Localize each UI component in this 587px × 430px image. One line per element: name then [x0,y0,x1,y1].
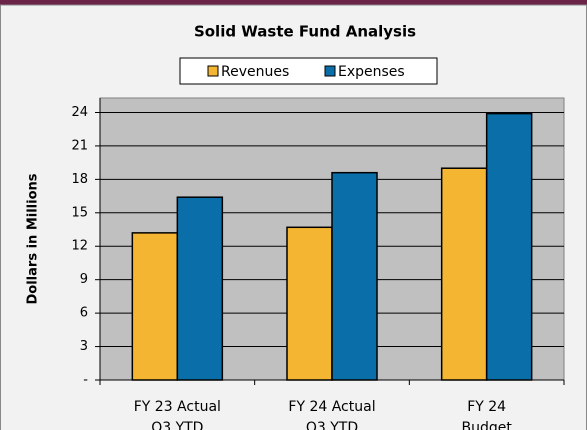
y-tick-label: 3 [80,339,88,354]
y-tick-label: 24 [71,105,88,120]
legend-label: Revenues [221,64,289,80]
y-tick-label: 12 [71,239,88,254]
bar [440,167,488,381]
legend-box [179,57,438,85]
bar [286,226,333,381]
bar [331,171,378,381]
y-tick-label: 15 [71,205,88,220]
legend-swatch [324,65,336,77]
bar [131,232,179,381]
x-tick-label: FY 23 Actual Q3 YTD [133,399,221,430]
legend-label: Expenses [338,64,405,80]
y-tick-label: - [83,373,88,388]
y-tick-label: 6 [80,306,88,321]
legend-swatch [207,65,219,77]
x-tick-label: FY 24 Budget [461,399,512,430]
x-tick-label: FY 24 Actual Q3 YTD [288,399,376,430]
bar [176,196,224,381]
y-tick-label: 18 [71,172,88,187]
top-bar [0,0,587,5]
y-tick-label: 21 [71,138,88,153]
y-axis-label: Dollars in Millions [26,173,41,304]
y-tick-label: 9 [80,272,88,287]
bar [485,112,533,381]
chart-title: Solid Waste Fund Analysis [194,23,416,41]
